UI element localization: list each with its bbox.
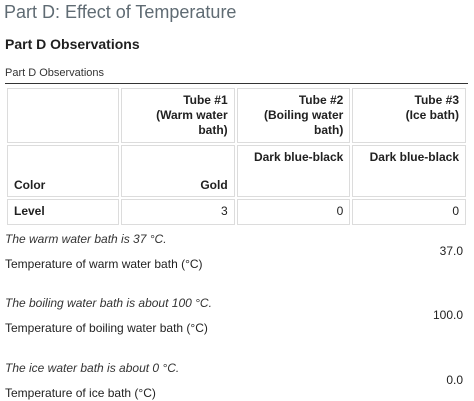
table-row-color: Color Gold Dark blue-black Dark blue-bla… — [7, 145, 466, 197]
table-row-level: Level 3 0 0 — [7, 199, 466, 225]
observations-heading: Part D Observations — [5, 36, 140, 52]
ice-bath-field: The ice water bath is about 0 °C. 0.0 Te… — [5, 361, 463, 401]
cell-level-tube-1[interactable]: 3 — [121, 199, 235, 225]
header-tube-2-title: Tube #2 — [298, 93, 344, 107]
header-tube-3-subtitle: (Ice bath) — [405, 108, 459, 122]
ice-bath-temperature-value[interactable]: 0.0 — [446, 373, 463, 387]
caption-divider — [5, 83, 468, 84]
cell-color-tube-2[interactable]: Dark blue-black — [236, 145, 351, 197]
ice-bath-temperature-label: Temperature of ice bath (°C) — [5, 386, 156, 400]
table-header-row: Tube #1 (Warm water bath) Tube #2 (Boili… — [7, 88, 466, 143]
row-label-color: Color — [7, 145, 119, 197]
header-tube-2-subtitle: (Boiling water bath) — [263, 108, 344, 137]
warm-bath-temperature-value[interactable]: 37.0 — [439, 244, 463, 258]
header-cell-empty — [7, 88, 119, 143]
ice-bath-hint: The ice water bath is about 0 °C. — [5, 361, 180, 375]
boiling-bath-temperature-label: Temperature of boiling water bath (°C) — [5, 321, 208, 335]
cell-level-tube-2[interactable]: 0 — [236, 199, 351, 225]
table-caption: Part D Observations — [5, 67, 105, 79]
cell-level-tube-3[interactable]: 0 — [352, 199, 466, 225]
header-tube-3: Tube #3 (Ice bath) — [352, 88, 466, 143]
cell-color-tube-3[interactable]: Dark blue-black — [352, 145, 466, 197]
row-label-level: Level — [7, 199, 119, 225]
warm-bath-hint: The warm water bath is 37 °C. — [5, 232, 167, 246]
warm-bath-temperature-label: Temperature of warm water bath (°C) — [5, 257, 203, 271]
warm-bath-field: The warm water bath is 37 °C. 37.0 Tempe… — [5, 232, 463, 272]
header-tube-1-title: Tube #1 — [183, 93, 228, 107]
boiling-bath-temperature-value[interactable]: 100.0 — [432, 308, 463, 322]
observations-table: Tube #1 (Warm water bath) Tube #2 (Boili… — [5, 86, 468, 227]
header-tube-1-subtitle: (Warm water bath) — [156, 108, 228, 137]
header-tube-3-title: Tube #3 — [414, 93, 459, 107]
header-tube-2: Tube #2 (Boiling water bath) — [236, 88, 351, 143]
boiling-bath-field: The boiling water bath is about 100 °C. … — [5, 296, 463, 336]
header-tube-1: Tube #1 (Warm water bath) — [121, 88, 235, 143]
boiling-bath-hint: The boiling water bath is about 100 °C. — [5, 296, 212, 310]
part-title: Part D: Effect of Temperature — [4, 2, 237, 22]
cell-color-tube-1[interactable]: Gold — [121, 145, 235, 197]
